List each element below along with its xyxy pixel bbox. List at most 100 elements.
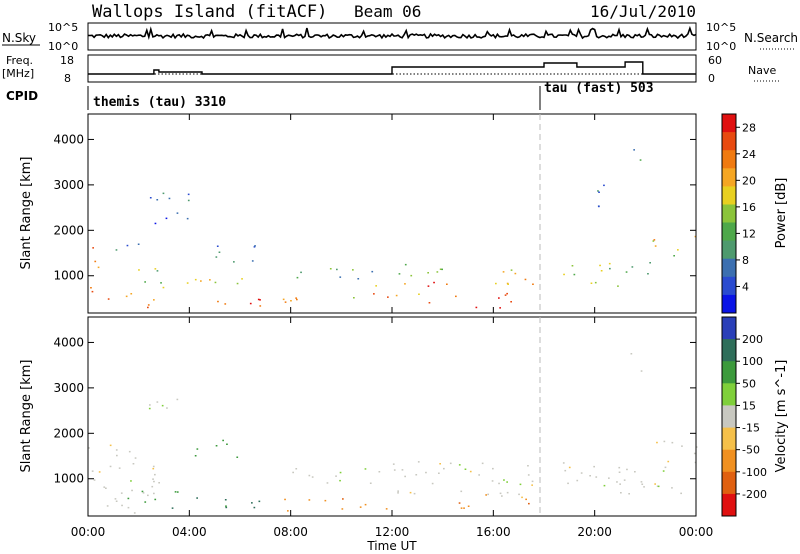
nsky-label: N.Sky: [2, 31, 36, 45]
heatmap-cell: [499, 307, 501, 309]
heatmap-cell: [342, 498, 344, 500]
heatmap-cell: [501, 495, 503, 497]
heatmap-cell: [121, 504, 123, 507]
heatmap-cell: [209, 279, 211, 281]
heatmap-cell: [225, 506, 228, 509]
colorbar-segment: [722, 222, 736, 242]
heatmap-cell: [359, 506, 362, 508]
heatmap-cell: [375, 285, 377, 287]
heatmap-cell: [295, 297, 297, 299]
heatmap-cell: [249, 302, 252, 305]
colorbar-tick-label: -15: [742, 422, 760, 435]
freq-panel: Freq. [MHz] 18 8 60 0 Nave: [2, 54, 780, 85]
heatmap-cell: [438, 472, 440, 474]
nave-tick-bottom: 0: [708, 72, 715, 85]
heatmap-cell: [519, 483, 522, 486]
heatmap-cell: [137, 243, 140, 245]
heatmap-cell: [158, 482, 160, 484]
heatmap-cell: [401, 469, 404, 471]
heatmap-cell: [148, 407, 151, 410]
date-label: 16/Jul/2010: [590, 2, 696, 21]
heatmap-cell: [433, 281, 435, 284]
heatmap-cell: [510, 301, 512, 303]
heatmap-cell: [144, 501, 147, 503]
colorbar-segment: [722, 427, 736, 451]
colorbar-segment: [722, 258, 736, 278]
heatmap-cell: [329, 268, 332, 270]
heatmap-cell: [215, 256, 218, 258]
heatmap-cell: [118, 467, 121, 469]
y-tick-label: 4000: [53, 132, 84, 146]
heatmap-cell: [236, 282, 239, 285]
heatmap-cell: [90, 287, 92, 289]
heatmap-cell: [478, 474, 480, 476]
heatmap-cell: [428, 302, 431, 304]
heatmap-cell: [626, 468, 628, 471]
power-colorbar: 4 8 12 16 20 24 28: [721, 113, 756, 314]
heatmap-cell: [498, 297, 500, 299]
heatmap-cell: [115, 249, 118, 251]
cpid-panel: CPID themis (tau) 3310 tau (fast) 503: [6, 81, 654, 110]
heatmap-cell: [469, 470, 472, 473]
heatmap-cell: [608, 477, 610, 479]
heatmap-cell: [640, 481, 643, 483]
heatmap-cell: [460, 507, 463, 509]
heatmap-cell: [215, 445, 218, 447]
heatmap-cell: [633, 149, 635, 151]
heatmap-cell: [409, 491, 412, 494]
heatmap-cell: [580, 472, 583, 474]
heatmap-cell: [608, 262, 611, 265]
heatmap-cell: [88, 447, 90, 449]
heatmap-cell: [467, 505, 470, 507]
heatmap-cell: [404, 263, 407, 266]
heatmap-cell: [654, 245, 657, 247]
heatmap-cell: [491, 480, 494, 482]
heatmap-cell: [398, 273, 401, 275]
heatmap-cell: [92, 247, 94, 249]
colorbar-segment: [722, 317, 736, 340]
heatmap-cell: [194, 278, 197, 281]
velocity-panel: 1000 2000 3000 4000 Slant Range [km] 200 100…: [19, 316, 789, 517]
heatmap-cell: [640, 370, 643, 372]
heatmap-cell: [571, 265, 574, 267]
heatmap-cell: [109, 465, 112, 468]
cpid-label: CPID: [6, 89, 38, 103]
heatmap-cell: [154, 473, 156, 476]
heatmap-cell: [630, 353, 633, 355]
x-tick-label: 04:00: [172, 525, 207, 539]
nsky-panel: N.Sky 10^5 10^0 10^5 10^0 N.Search: [2, 21, 798, 53]
heatmap-cell: [152, 465, 155, 468]
nsearch-tick-bottom: 10^0: [706, 40, 736, 53]
heatmap-cell: [225, 505, 227, 507]
heatmap-cell: [141, 490, 144, 493]
heatmap-cell: [595, 476, 598, 478]
colorbar-tick-label: -50: [742, 444, 760, 457]
heatmap-cell: [506, 292, 508, 295]
heatmap-cell: [165, 217, 168, 220]
heatmap-cell: [364, 468, 367, 470]
heatmap-cell: [667, 460, 670, 463]
heatmap-cell: [487, 493, 489, 496]
heatmap-cell: [149, 197, 152, 199]
velocity-colorbar: 200 100 50 15 -15 -50 -100 -200: [721, 316, 767, 517]
heatmap-cell: [563, 273, 565, 276]
heatmap-cell: [671, 487, 673, 489]
heatmap-cell: [404, 283, 406, 285]
heatmap-cell: [120, 492, 123, 494]
heatmap-cell: [214, 281, 217, 284]
heatmap-cell: [236, 456, 239, 458]
heatmap-cell: [241, 278, 243, 280]
heatmap-cell: [573, 273, 576, 276]
freq-series: [88, 61, 696, 75]
heatmap-cell: [654, 483, 656, 485]
heatmap-cell: [439, 268, 442, 270]
heatmap-cell: [617, 285, 619, 287]
heatmap-cell: [311, 476, 314, 478]
heatmap-cell: [259, 305, 262, 307]
heatmap-cell: [600, 270, 603, 272]
heatmap-cell: [296, 298, 298, 301]
nsky-tick-bottom: 10^0: [48, 40, 78, 53]
cpid-segment-1: themis (tau) 3310: [93, 95, 226, 110]
heatmap-cell: [598, 205, 600, 208]
heatmap-cell: [132, 463, 135, 465]
